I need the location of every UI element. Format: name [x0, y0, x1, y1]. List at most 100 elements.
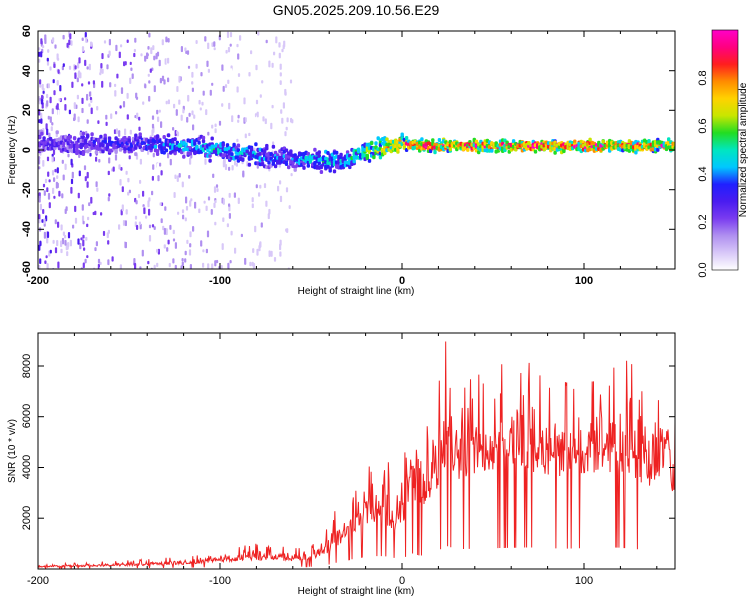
- spectrogram-noise-cell: [243, 97, 246, 105]
- top-x-tick-label: 100: [575, 275, 593, 287]
- spectrogram-noise-cell: [40, 112, 43, 120]
- spectrogram-noise-cell: [269, 87, 272, 94]
- spectrogram-noise-cell: [231, 165, 234, 171]
- spectrogram-noise-cell: [46, 263, 49, 269]
- spectrogram-noise-cell: [147, 73, 150, 77]
- spectrogram-noise-cell: [118, 130, 121, 137]
- spectrogram-noise-cell: [214, 260, 217, 267]
- bottom-x-tick-label: -100: [209, 575, 231, 587]
- spectrogram-noise-cell: [148, 95, 151, 102]
- snr-series-line: [38, 341, 675, 569]
- spectrogram-noise-cell: [229, 260, 232, 264]
- spectrogram-noise-cell: [38, 47, 41, 51]
- spectrogram-noise-cell: [39, 84, 42, 88]
- spectrogram-ridge-cell: [553, 150, 557, 155]
- spectrogram-noise-cell: [207, 196, 211, 201]
- spectrogram-noise-cell: [164, 206, 167, 211]
- spectrogram-noise-cell: [49, 66, 52, 71]
- spectrogram-noise-cell: [157, 116, 160, 123]
- spectrogram-noise-cell: [167, 239, 170, 245]
- spectrogram-ridge-cell: [155, 152, 160, 156]
- spectrogram-noise-cell: [52, 37, 55, 43]
- spectrogram-ridge-cell: [236, 143, 241, 148]
- spectrogram-noise-cell: [114, 83, 117, 87]
- spectrogram-noise-cell: [160, 121, 163, 129]
- spectrogram-noise-cell: [120, 87, 124, 95]
- spectrogram-noise-cell: [52, 149, 56, 155]
- spectrogram-noise-cell: [167, 38, 170, 43]
- spectrogram-ridge-cell: [634, 150, 638, 155]
- spectrogram-noise-cell: [84, 258, 87, 264]
- spectrogram-noise-cell: [47, 115, 50, 120]
- spectrogram-ridge-cell: [99, 134, 103, 139]
- spectrogram-noise-cell: [118, 224, 121, 230]
- spectrogram-noise-cell: [115, 44, 118, 52]
- spectrogram-noise-cell: [97, 258, 101, 264]
- spectrogram-noise-cell: [90, 41, 93, 47]
- spectrogram-noise-cell: [107, 196, 110, 202]
- spectrogram-noise-cell: [81, 215, 85, 222]
- spectrogram-noise-cell: [268, 250, 271, 257]
- spectrogram-noise-cell: [42, 90, 45, 94]
- colorbar-tick-label: 0.0: [697, 262, 709, 277]
- spectrogram-noise-cell: [68, 109, 71, 115]
- spectrogram-noise-cell: [145, 215, 148, 219]
- spectrogram-noise-cell: [38, 156, 41, 160]
- chart-title: GN05.2025.209.10.56.E29: [273, 2, 440, 18]
- spectrogram-ridge-cell: [232, 142, 236, 147]
- spectrogram-noise-cell: [213, 41, 216, 47]
- spectrogram-noise-cell: [62, 34, 65, 40]
- spectrogram-noise-cell: [93, 267, 96, 269]
- spectrogram-noise-cell: [40, 38, 43, 45]
- spectrogram-ridge-cell: [267, 160, 271, 165]
- spectrogram-noise-cell: [77, 71, 80, 79]
- spectrogram-ridge-cell: [466, 147, 470, 152]
- spectrogram-noise-cell: [78, 57, 81, 64]
- spectrogram-ridge-cell: [383, 151, 387, 156]
- spectrogram-ridge-cell: [68, 134, 72, 139]
- spectrogram-noise-cell: [86, 66, 89, 70]
- spectrogram-ridge-cell: [166, 133, 171, 138]
- spectrogram-noise-cell: [77, 62, 80, 69]
- spectrogram-noise-cell: [211, 82, 214, 86]
- spectrogram-noise-cell: [265, 200, 268, 207]
- spectrogram-noise-cell: [153, 226, 156, 231]
- spectrogram-noise-cell: [188, 175, 191, 179]
- spectrogram-noise-cell: [228, 166, 231, 171]
- spectrogram-noise-cell: [270, 122, 273, 130]
- spectrogram-ridge-cell: [201, 135, 206, 140]
- spectrogram-ridge-cell: [573, 139, 577, 144]
- spectrogram-ridge-cell: [656, 147, 660, 152]
- spectrogram-noise-cell: [248, 72, 251, 77]
- spectrogram-ridge-cell: [284, 148, 289, 153]
- spectrogram-noise-cell: [57, 109, 60, 116]
- spectrogram-noise-cell: [216, 188, 219, 192]
- top-y-tick-label: 40: [21, 65, 33, 77]
- spectrogram-noise-cell: [80, 237, 83, 241]
- spectrogram-noise-cell: [235, 162, 238, 167]
- spectrogram-noise-cell: [102, 230, 106, 236]
- spectrogram-noise-cell: [152, 152, 155, 158]
- spectrogram-noise-cell: [239, 35, 242, 41]
- spectrogram-noise-cell: [38, 166, 41, 170]
- bottom-y-tick-label: 8000: [21, 354, 33, 378]
- top-y-tick-label: -20: [21, 182, 33, 198]
- spectrogram-noise-cell: [229, 43, 232, 47]
- spectrogram-noise-cell: [60, 240, 63, 248]
- spectrogram-noise-cell: [174, 174, 177, 179]
- spectrogram-noise-cell: [116, 73, 119, 79]
- spectrogram-ridge-cell: [313, 147, 317, 152]
- spectrogram-noise-cell: [135, 96, 139, 100]
- spectrogram-noise-cell: [263, 183, 267, 189]
- spectrogram-noise-cell: [176, 175, 179, 182]
- spectrogram-ridge-cell: [208, 158, 212, 163]
- spectrogram-noise-cell: [255, 64, 258, 71]
- spectrogram-noise-cell: [162, 225, 165, 231]
- spectrogram-ridge-cell: [42, 136, 46, 141]
- spectrogram-noise-cell: [105, 121, 108, 126]
- spectrogram-noise-cell: [268, 60, 271, 68]
- spectrogram-ridge-cell: [328, 166, 332, 171]
- spectrogram-noise-cell: [51, 156, 54, 163]
- spectrogram-noise-cell: [98, 158, 101, 163]
